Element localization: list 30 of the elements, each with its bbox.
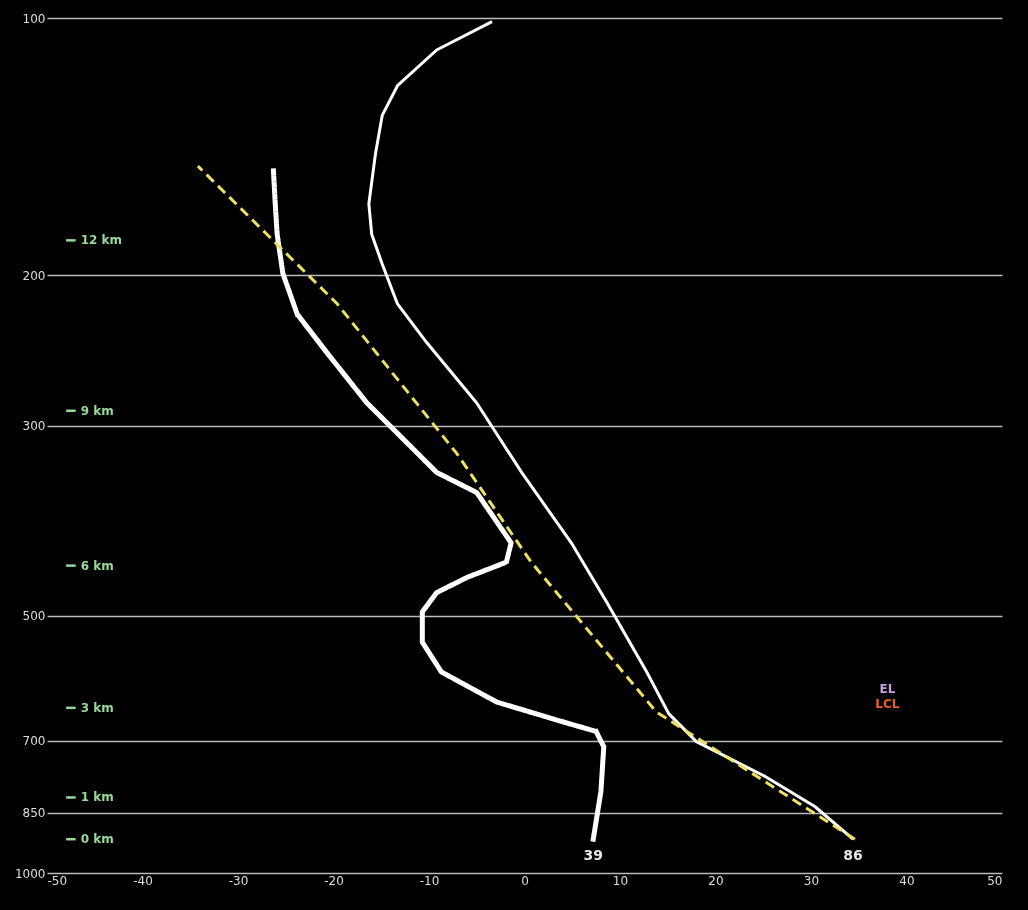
ref-line-label: 3 km — [80, 700, 114, 715]
y-tick-label: 100 — [22, 11, 46, 26]
x-tick-label: 10 — [612, 873, 629, 888]
x-tick-label: -40 — [133, 873, 153, 888]
y-tick-label: 1000 — [14, 866, 46, 881]
annotation: 86 — [843, 847, 863, 864]
ref-line-label: 0 km — [80, 832, 114, 847]
y-tick-label: 500 — [22, 609, 46, 624]
annotation: 39 — [583, 847, 603, 864]
ref-line-label: 1 km — [80, 790, 114, 805]
y-tick-label: 300 — [22, 419, 46, 434]
x-tick-label: 30 — [803, 873, 820, 888]
y-tick-label: 850 — [22, 806, 46, 821]
ref-line-label: 12 km — [80, 233, 123, 248]
x-tick-label: -20 — [324, 873, 344, 888]
x-tick-label: 0 — [521, 873, 529, 888]
ref-line-label: 6 km — [80, 558, 114, 573]
y-tick-label: 200 — [22, 268, 46, 283]
ref-line-label: 9 km — [80, 403, 114, 418]
x-tick-label: 20 — [708, 873, 724, 888]
x-tick-label: -30 — [228, 873, 249, 888]
y-tick-label: 700 — [22, 734, 46, 749]
x-tick-label: 50 — [987, 873, 1003, 888]
line-series — [367, 20, 855, 841]
annotation: EL — [879, 682, 896, 697]
line-series — [196, 164, 857, 841]
x-tick-label: -50 — [47, 873, 68, 888]
x-tick-label: -10 — [419, 873, 440, 888]
x-tick-label: 40 — [899, 873, 915, 888]
annotation: LCL — [875, 697, 900, 712]
